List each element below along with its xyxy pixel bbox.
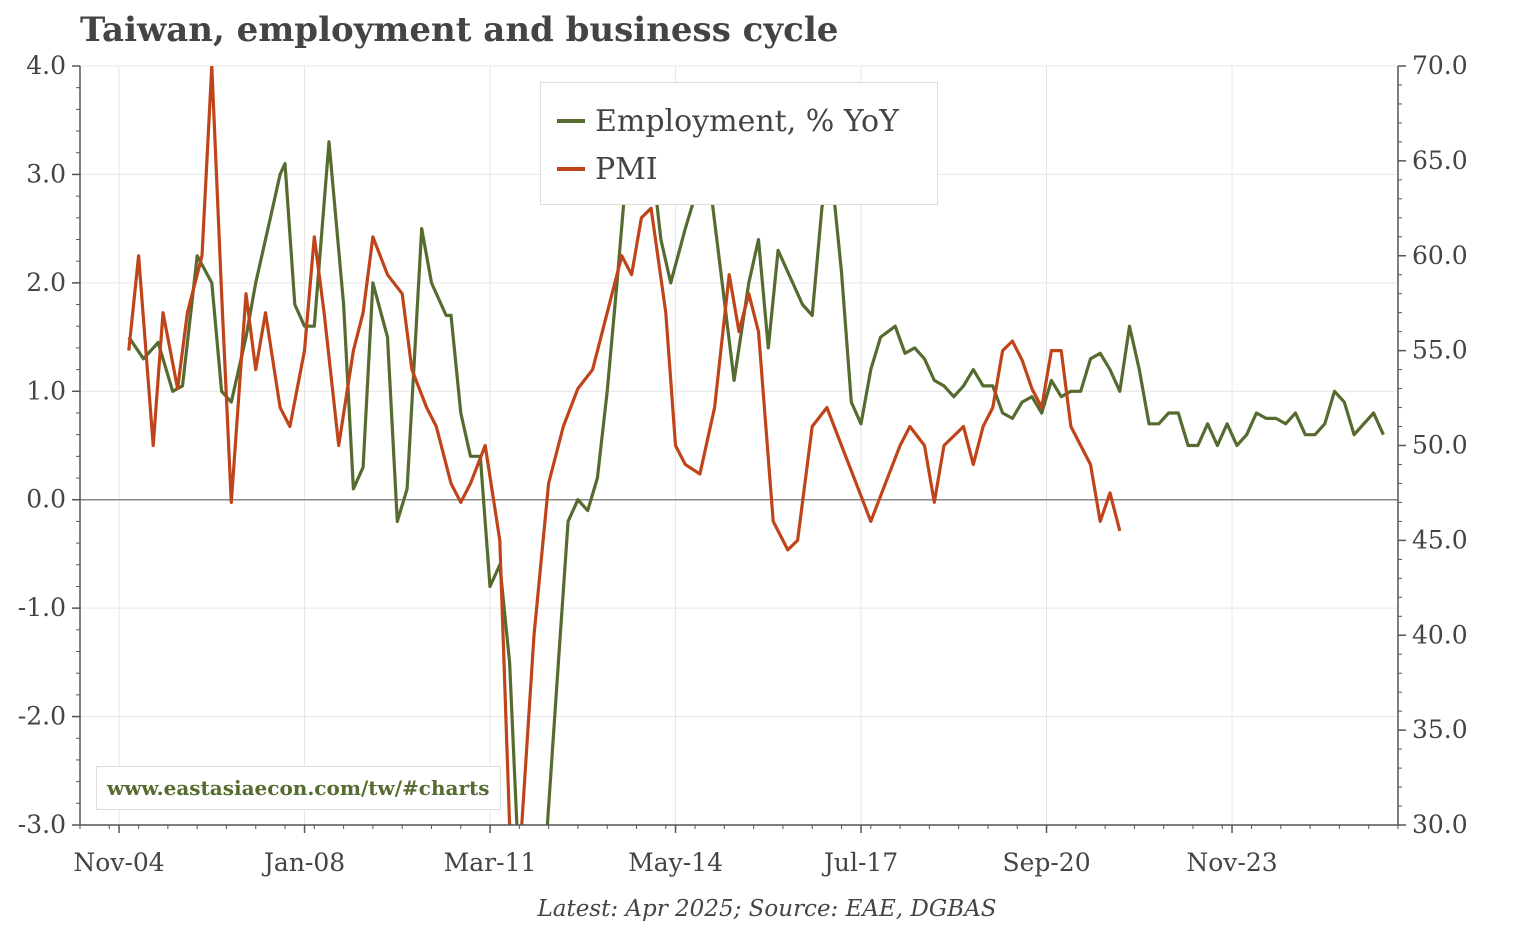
y-left-tick-label: 0.0 (26, 485, 66, 514)
y-right-tick-label: 70.0 (1412, 51, 1468, 80)
y-right-tick-label: 40.0 (1412, 620, 1468, 649)
legend-label-employment: Employment, % YoY (595, 103, 899, 139)
y-right-tick-label: 35.0 (1412, 715, 1468, 744)
x-tick-label: Nov-23 (1186, 848, 1277, 877)
series-line-employment (127, 107, 1385, 825)
y-right-tick-label: 30.0 (1412, 810, 1468, 839)
axes (72, 65, 1406, 833)
gridlines (80, 65, 1398, 826)
series-lines (127, 66, 1385, 825)
legend: Employment, % YoY PMI (540, 82, 938, 205)
legend-swatch-pmi (557, 167, 585, 171)
legend-swatch-employment (557, 119, 585, 123)
y-left-tick-label: -2.0 (18, 702, 66, 731)
x-tick-label: Jan-08 (261, 848, 345, 877)
y-left-tick-label: 4.0 (26, 51, 66, 80)
legend-label-pmi: PMI (595, 151, 658, 187)
y-left-tick-label: 1.0 (26, 376, 66, 405)
y-right-tick-label: 65.0 (1412, 146, 1468, 175)
x-tick-label: Jul-17 (821, 848, 898, 877)
tick-labels: -3.0 -2.0 -1.0 0.0 1.0 2.0 3.0 4.0 30.0 35.0 40.0 4… (18, 51, 1468, 877)
y-right-tick-label: 50.0 (1412, 431, 1468, 460)
x-tick-label: Mar-11 (444, 848, 537, 877)
y-left-tick-label: -1.0 (18, 593, 66, 622)
x-tick-label: Sep-20 (1002, 848, 1090, 877)
source-note: Latest: Apr 2025; Source: EAE, DGBAS (537, 896, 997, 922)
y-right-tick-label: 45.0 (1412, 525, 1468, 554)
y-left-tick-label: -3.0 (18, 810, 66, 839)
y-left-tick-label: 3.0 (26, 159, 66, 188)
x-tick-label: May-14 (628, 848, 723, 877)
y-left-tick-label: 2.0 (26, 268, 66, 297)
legend-item-employment: Employment, % YoY (557, 99, 899, 143)
legend-item-pmi: PMI (557, 147, 658, 191)
chart-title: Taiwan, employment and business cycle (80, 10, 839, 50)
x-tick-label: Nov-04 (73, 848, 164, 877)
y-right-tick-label: 55.0 (1412, 336, 1468, 365)
y-right-tick-label: 60.0 (1412, 241, 1468, 270)
watermark-link[interactable]: www.eastasiaecon.com/tw/#charts (96, 766, 501, 810)
series-line-pmi (127, 66, 1122, 825)
